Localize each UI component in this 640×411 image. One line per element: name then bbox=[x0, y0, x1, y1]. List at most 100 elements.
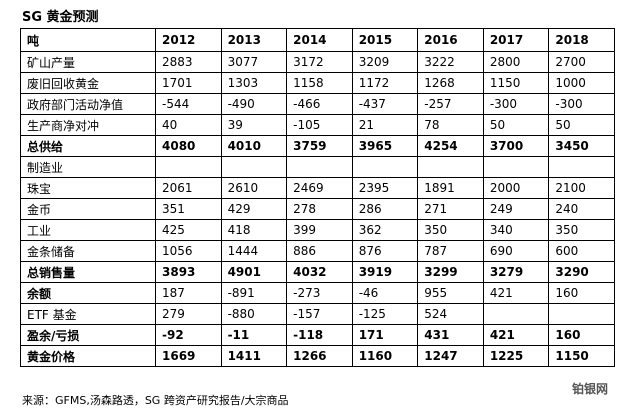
cell: -118 bbox=[286, 324, 353, 346]
cell: 1158 bbox=[286, 72, 353, 94]
table-row: 工业 425 418 399 362 350 340 350 bbox=[20, 219, 615, 241]
row-label: 珠宝 bbox=[20, 177, 156, 199]
cell: 524 bbox=[417, 303, 484, 325]
column-header: 2015 bbox=[351, 28, 419, 52]
table-row: 总供给 4080 4010 3759 3965 4254 3700 3450 bbox=[20, 135, 615, 157]
cell: 187 bbox=[155, 282, 222, 304]
title: SG 黄金预测 bbox=[22, 10, 99, 25]
cell: 3209 bbox=[351, 51, 419, 73]
row-label: 废旧回收黄金 bbox=[20, 72, 156, 94]
row-label: ETF 基金 bbox=[20, 303, 156, 325]
cell: 2700 bbox=[548, 51, 615, 73]
cell: -880 bbox=[220, 303, 288, 325]
cell: -105 bbox=[286, 114, 353, 136]
cell: -466 bbox=[286, 93, 353, 115]
column-header: 吨 bbox=[20, 28, 156, 52]
cell: 3700 bbox=[482, 135, 550, 157]
table-body: 矿山产量 2883 3077 3172 3209 3222 2800 2700 废旧回收黄金 17… bbox=[20, 51, 615, 367]
cell: 886 bbox=[286, 240, 353, 262]
row-label: 黄金价格 bbox=[20, 345, 156, 367]
cell: -92 bbox=[155, 324, 222, 346]
column-header: 2014 bbox=[286, 28, 353, 52]
cell: 1150 bbox=[482, 72, 550, 94]
empty-cell bbox=[548, 156, 615, 178]
cell: 2000 bbox=[482, 177, 550, 199]
cell: -300 bbox=[548, 93, 615, 115]
cell: 690 bbox=[482, 240, 550, 262]
cell: 362 bbox=[351, 219, 419, 241]
table-row: 矿山产量 2883 3077 3172 3209 3222 2800 2700 bbox=[20, 51, 615, 73]
row-label: 余额 bbox=[20, 282, 156, 304]
row-label: 盈余/亏损 bbox=[20, 324, 156, 346]
cell: 40 bbox=[155, 114, 222, 136]
cell: 421 bbox=[482, 282, 550, 304]
cell: 1891 bbox=[417, 177, 484, 199]
empty-cell bbox=[417, 156, 484, 178]
cell: 271 bbox=[417, 198, 484, 220]
cell: 418 bbox=[220, 219, 288, 241]
cell: 3172 bbox=[286, 51, 353, 73]
cell: 2100 bbox=[548, 177, 615, 199]
row-label: 矿山产量 bbox=[20, 51, 156, 73]
cell: 4254 bbox=[417, 135, 484, 157]
cell: 600 bbox=[548, 240, 615, 262]
cell: 955 bbox=[417, 282, 484, 304]
cell: 1150 bbox=[548, 345, 615, 367]
cell: 171 bbox=[351, 324, 419, 346]
cell: 425 bbox=[155, 219, 222, 241]
row-label: 金条储备 bbox=[20, 240, 156, 262]
table-row: ETF 基金 279 -880 -157 -125 524 bbox=[20, 303, 615, 325]
cell: 1444 bbox=[220, 240, 288, 262]
cell: 1268 bbox=[417, 72, 484, 94]
cell: -300 bbox=[482, 93, 550, 115]
header-row: 吨 2012 2013 2014 2015 2016 2017 2018 bbox=[20, 28, 615, 52]
column-header: 2013 bbox=[220, 28, 288, 52]
cell: 3077 bbox=[220, 51, 288, 73]
cell: 4032 bbox=[286, 261, 353, 283]
cell: 286 bbox=[351, 198, 419, 220]
empty-cell bbox=[155, 156, 222, 178]
table-row: 盈余/亏损 -92 -11 -118 171 431 421 160 bbox=[20, 324, 615, 346]
cell: 1247 bbox=[417, 345, 484, 367]
column-header: 2017 bbox=[482, 28, 550, 52]
table-row: 金条储备 1056 1444 886 876 787 690 600 bbox=[20, 240, 615, 262]
row-label: 工业 bbox=[20, 219, 156, 241]
row-label: 制造业 bbox=[20, 156, 156, 178]
cell: 4080 bbox=[155, 135, 222, 157]
table-row: 废旧回收黄金 1701 1303 1158 1172 1268 1150 1000 bbox=[20, 72, 615, 94]
cell: -125 bbox=[351, 303, 419, 325]
cell: 2469 bbox=[286, 177, 353, 199]
cell: -46 bbox=[351, 282, 419, 304]
cell: 3290 bbox=[548, 261, 615, 283]
cell: 429 bbox=[220, 198, 288, 220]
cell: 39 bbox=[220, 114, 288, 136]
cell: 3222 bbox=[417, 51, 484, 73]
cell: 1701 bbox=[155, 72, 222, 94]
table-row: 金币 351 429 278 286 271 249 240 bbox=[20, 198, 615, 220]
cell: 50 bbox=[548, 114, 615, 136]
cell: 240 bbox=[548, 198, 615, 220]
cell: 1303 bbox=[220, 72, 288, 94]
cell: -257 bbox=[417, 93, 484, 115]
empty-cell bbox=[482, 156, 550, 178]
cell: 2800 bbox=[482, 51, 550, 73]
cell: -11 bbox=[220, 324, 288, 346]
row-label: 总供给 bbox=[20, 135, 156, 157]
cell: 2610 bbox=[220, 177, 288, 199]
empty-cell bbox=[286, 156, 353, 178]
cell: 1160 bbox=[351, 345, 419, 367]
cell: -490 bbox=[220, 93, 288, 115]
table-row: 黄金价格 1669 1411 1266 1160 1247 1225 1150 bbox=[20, 345, 615, 367]
row-label: 金币 bbox=[20, 198, 156, 220]
cell: 4010 bbox=[220, 135, 288, 157]
cell: 350 bbox=[417, 219, 484, 241]
cell: 78 bbox=[417, 114, 484, 136]
table: 吨 2012 2013 2014 2015 2016 2017 2018 矿山产量 2883 30… bbox=[20, 28, 615, 367]
table-row: 珠宝 2061 2610 2469 2395 1891 2000 2100 bbox=[20, 177, 615, 199]
table-row: 制造业 bbox=[20, 156, 615, 178]
cell: 3759 bbox=[286, 135, 353, 157]
cell: 21 bbox=[351, 114, 419, 136]
empty-cell bbox=[482, 303, 550, 325]
watermark: 铂银网 bbox=[572, 382, 609, 396]
